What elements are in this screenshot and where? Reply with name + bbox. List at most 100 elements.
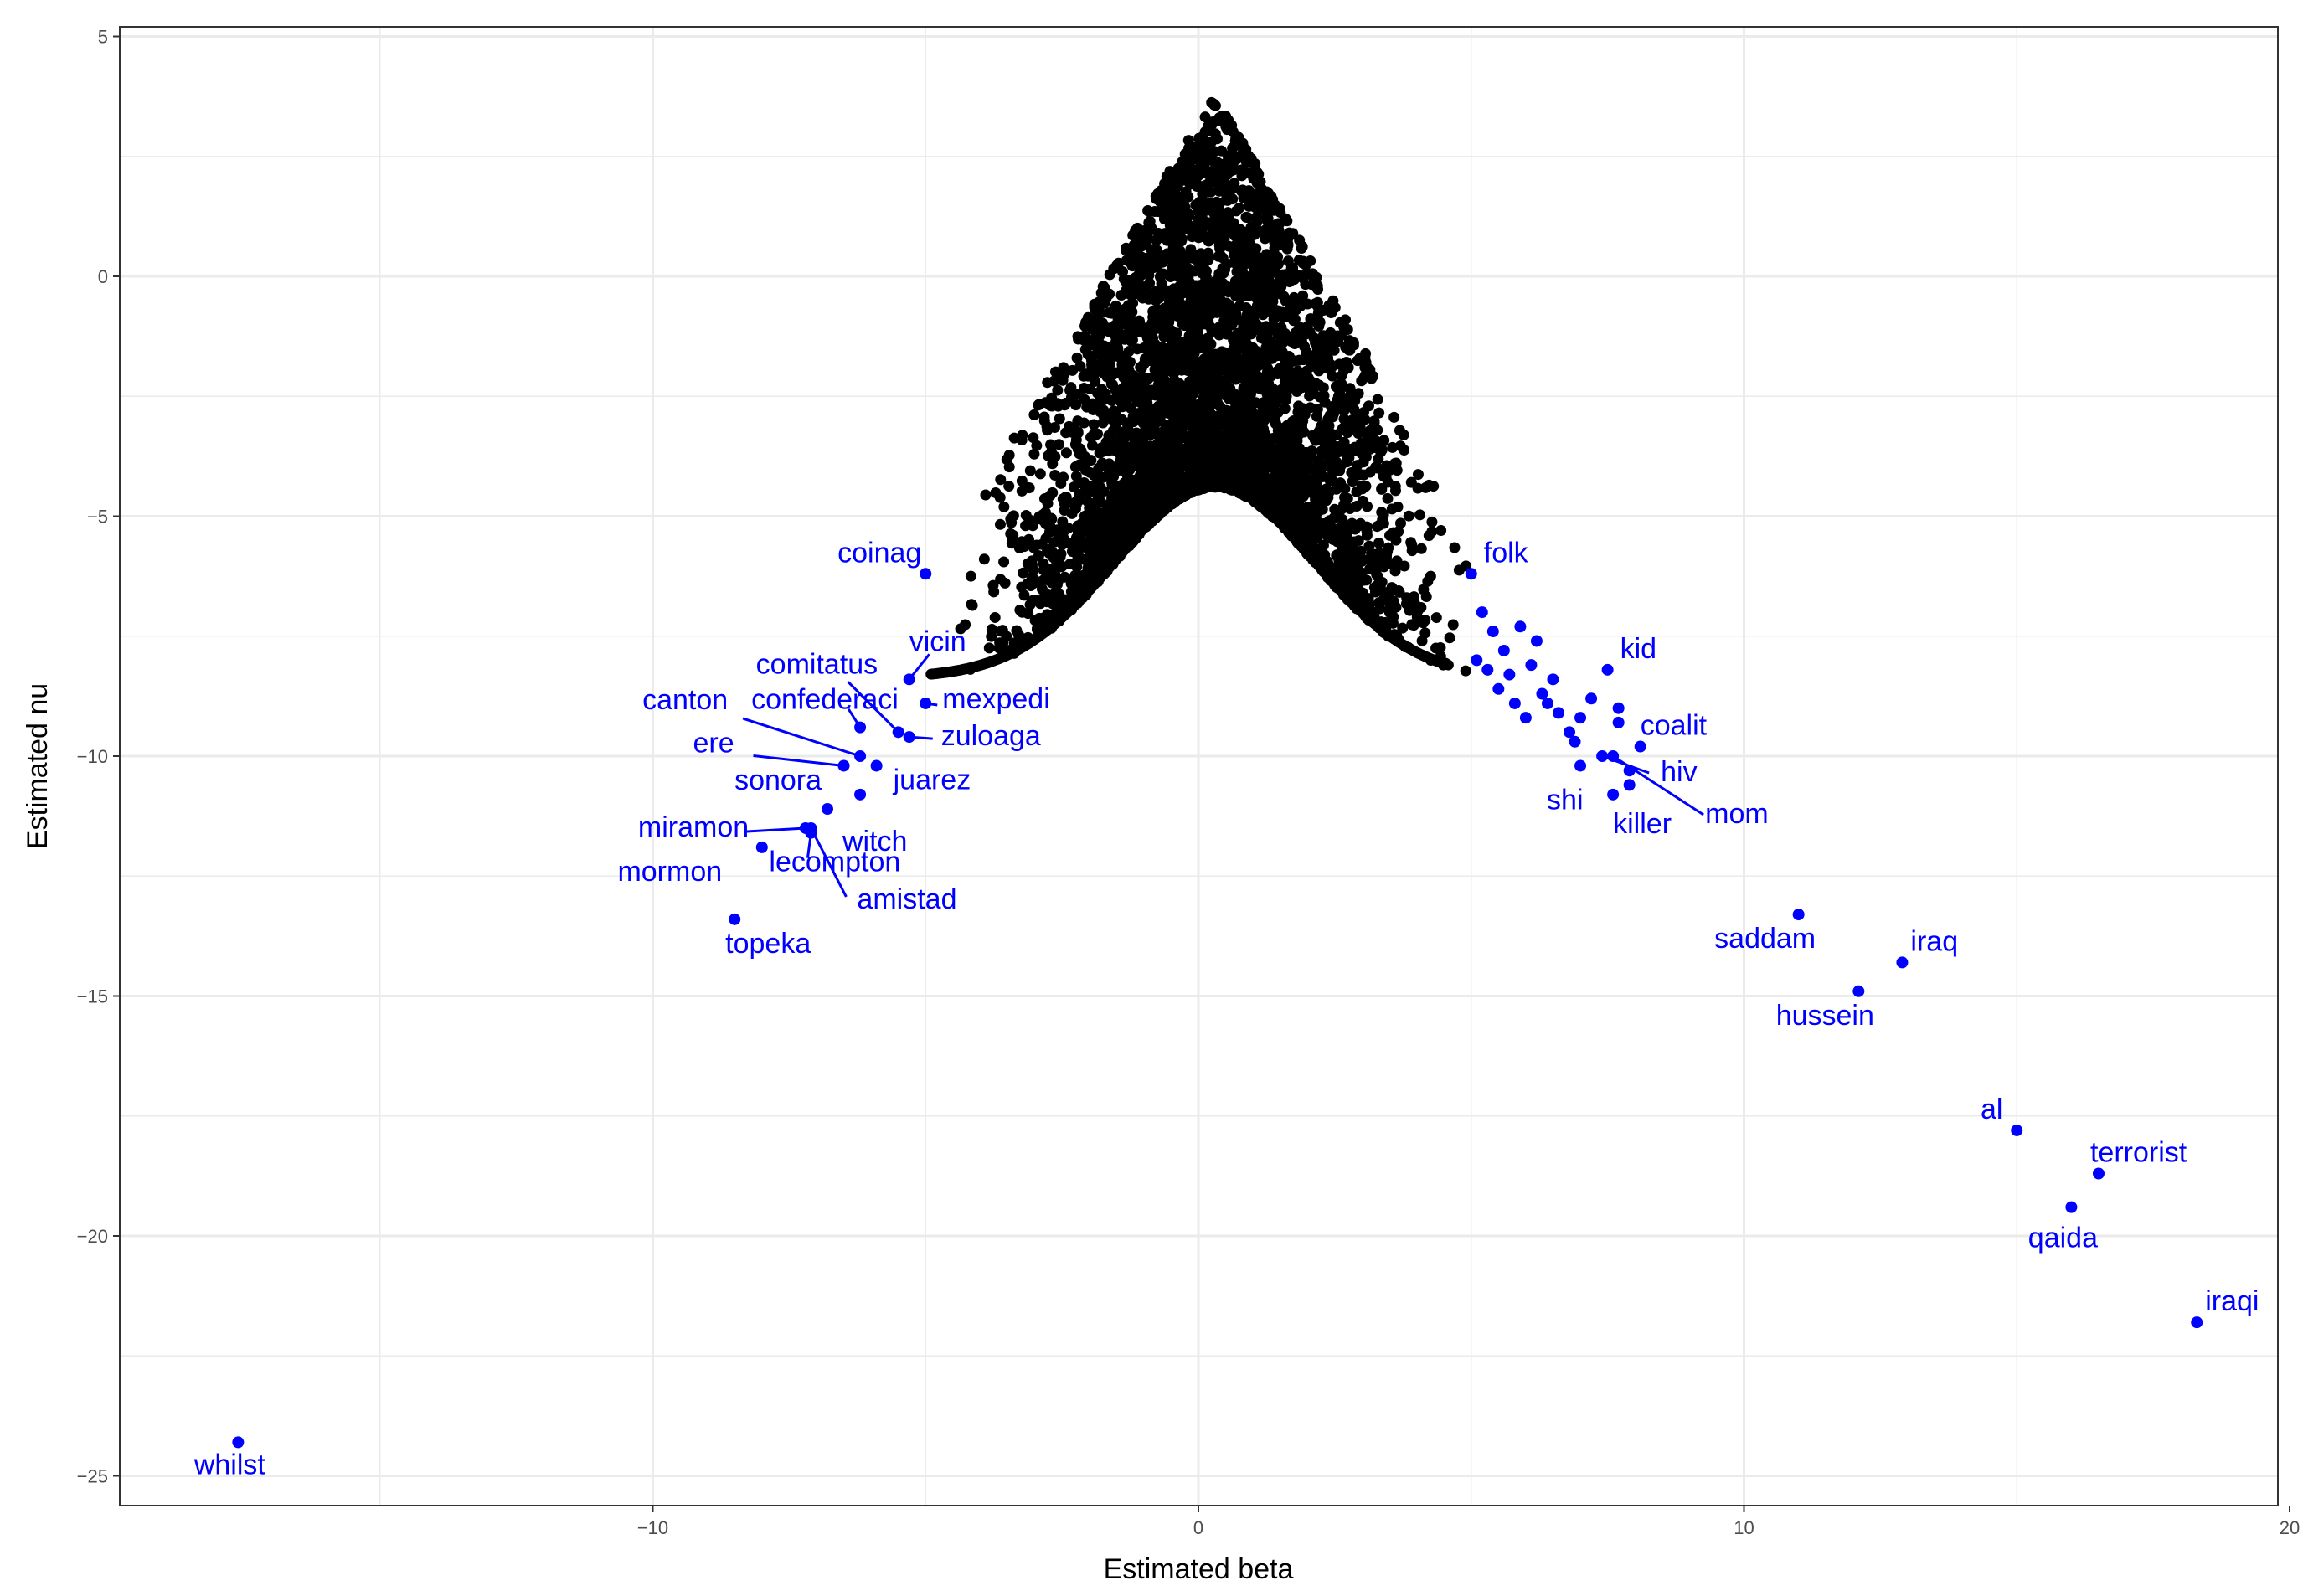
data-point — [1136, 362, 1147, 373]
data-point — [1316, 503, 1328, 515]
data-point — [1141, 224, 1153, 235]
data-point — [1034, 468, 1046, 480]
data-point — [1347, 414, 1358, 425]
data-point — [1376, 483, 1388, 495]
data-point — [1368, 415, 1380, 427]
data-point — [1263, 378, 1275, 389]
data-point — [1284, 419, 1296, 430]
data-point — [1278, 438, 1290, 450]
highlight-point — [1497, 644, 1510, 656]
data-point — [1302, 352, 1314, 363]
data-point — [1157, 320, 1168, 332]
highlight-point — [1612, 702, 1625, 714]
data-point — [1359, 369, 1371, 381]
data-point — [1038, 574, 1049, 586]
data-point — [1028, 432, 1039, 444]
y-tick-label: 0 — [98, 266, 108, 287]
data-point — [1300, 279, 1311, 291]
highlight-point — [854, 788, 867, 801]
data-point — [1217, 377, 1229, 389]
data-point — [1108, 263, 1120, 275]
data-point — [1191, 400, 1203, 412]
data-point — [1344, 383, 1356, 394]
data-point — [1343, 452, 1355, 464]
data-point — [1072, 331, 1084, 342]
data-point — [1166, 325, 1177, 337]
data-point — [1266, 344, 1278, 356]
data-point — [1406, 619, 1418, 631]
data-point — [1426, 526, 1438, 538]
data-point — [1086, 358, 1098, 370]
data-point — [1273, 224, 1285, 235]
data-point — [1359, 352, 1371, 363]
point-label: saddam — [1714, 923, 1816, 955]
data-point — [1369, 442, 1381, 454]
data-point — [1141, 290, 1153, 301]
data-point — [1040, 611, 1052, 623]
data-point — [1388, 600, 1399, 612]
data-point — [1172, 242, 1183, 254]
data-point — [1182, 400, 1194, 412]
data-point — [1411, 611, 1423, 623]
data-point — [1275, 287, 1286, 299]
data-point — [1244, 194, 1256, 206]
point-label: amistad — [857, 883, 956, 915]
data-point — [1221, 405, 1233, 417]
data-point — [1179, 224, 1191, 235]
data-point — [1042, 544, 1054, 556]
data-point — [1403, 592, 1414, 604]
data-point — [1150, 472, 1162, 484]
data-point — [998, 501, 1010, 512]
data-point — [1419, 627, 1431, 639]
data-point — [1159, 179, 1171, 191]
point-labels: whilstiraqiqaidaterroristalhusseiniraqsa… — [193, 537, 2259, 1480]
data-point — [1241, 348, 1253, 359]
data-point — [1373, 561, 1384, 573]
data-point — [1319, 528, 1331, 539]
data-point — [1324, 435, 1336, 447]
data-point — [1049, 469, 1061, 481]
data-point — [1423, 479, 1435, 491]
data-point — [1186, 441, 1198, 453]
data-point — [1234, 224, 1245, 235]
data-point — [1093, 304, 1105, 316]
data-point — [1110, 483, 1122, 495]
data-point — [1133, 268, 1145, 280]
data-point — [1389, 481, 1401, 492]
data-point — [1118, 382, 1130, 394]
data-point — [1332, 379, 1344, 391]
x-tick-label: −10 — [637, 1517, 668, 1538]
data-point — [1435, 642, 1446, 654]
leader-line — [908, 653, 930, 681]
data-point — [1301, 298, 1313, 310]
highlight-point — [2065, 1201, 2078, 1213]
data-point — [1070, 498, 1082, 510]
data-point — [1055, 535, 1067, 547]
data-point — [1162, 234, 1173, 246]
highlight-point — [729, 913, 741, 925]
data-point — [1425, 570, 1436, 582]
data-point — [1203, 217, 1215, 229]
data-point — [1115, 289, 1127, 301]
data-point — [1404, 605, 1415, 616]
data-point — [1193, 460, 1204, 471]
data-point — [1025, 514, 1037, 526]
data-point — [1053, 575, 1064, 587]
data-point — [1250, 368, 1262, 380]
highlight-point — [2011, 1124, 2023, 1136]
data-point — [1286, 482, 1298, 494]
data-point — [1133, 315, 1145, 327]
data-point — [1336, 370, 1347, 382]
data-point — [1003, 449, 1015, 461]
highlight-point — [755, 841, 768, 853]
point-label: hiv — [1661, 756, 1697, 788]
data-point — [1126, 254, 1137, 265]
point-label: hussein — [1776, 1000, 1874, 1032]
data-point — [1081, 523, 1093, 535]
data-point — [1460, 665, 1471, 677]
data-point — [1091, 387, 1103, 399]
data-point — [1420, 591, 1432, 603]
data-point — [1098, 361, 1110, 373]
data-point — [1447, 619, 1459, 631]
